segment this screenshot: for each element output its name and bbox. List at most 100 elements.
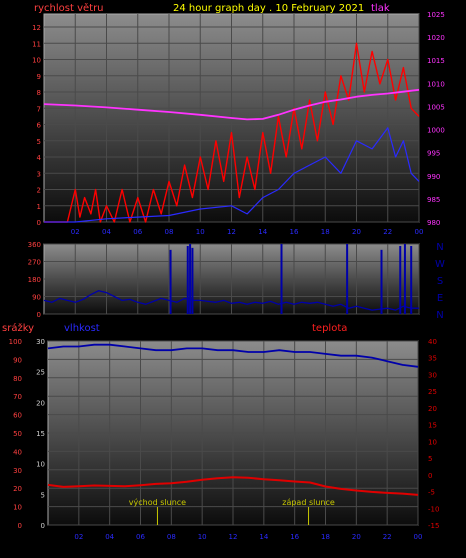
compass-label: S — [437, 276, 443, 287]
wind-tick-label: 8 — [37, 89, 41, 97]
wind-tick-label: 6 — [37, 122, 42, 130]
time-tick-label: 20 — [352, 533, 361, 541]
time-tick-label: 00 — [415, 228, 424, 236]
time-tick-label: 16 — [290, 533, 299, 541]
humidity-label: vlhkost — [64, 323, 100, 334]
precipitation-tick-label: 20 — [13, 485, 22, 493]
precipitation-tick-label: 40 — [13, 448, 22, 456]
direction-tick-label: 180 — [28, 276, 41, 284]
wind-tick-label: 4 — [37, 154, 42, 162]
compass-label: N — [436, 242, 443, 253]
time-axis-ticks-bottom: 02 04 06 08 10 12 14 16 18 20 22 00 — [74, 533, 422, 541]
direction-axis-ticks: 0 90 180 270 360 — [28, 241, 41, 319]
wind-direction-line — [43, 290, 419, 311]
direction-tick-label: 90 — [32, 294, 41, 302]
temperature-tick-label: 40 — [428, 338, 437, 346]
temperature-tick-label: 35 — [428, 355, 437, 363]
pressure-tick-label: 1025 — [427, 11, 445, 19]
wind-direction-series — [43, 244, 419, 314]
wind-tick-label: 3 — [37, 170, 41, 178]
pressure-tick-label: 1020 — [427, 34, 445, 42]
wind-tick-label: 5 — [37, 138, 41, 146]
temperature-tick-label: 20 — [428, 405, 437, 413]
temperature-tick-label: 0 — [428, 472, 432, 480]
precipitation-tick-label: 80 — [13, 375, 22, 383]
humidity-tick-label: 25 — [36, 369, 45, 377]
precipitation-label: srážky — [2, 322, 34, 334]
pressure-tick-label: 995 — [427, 150, 440, 158]
precipitation-tick-label: 90 — [13, 356, 22, 364]
time-tick-label: 20 — [352, 228, 361, 236]
wind-speed-label: rychlost větru — [34, 2, 104, 14]
time-tick-label: 22 — [383, 228, 392, 236]
time-tick-label: 14 — [259, 533, 268, 541]
temperature-tick-label: -5 — [428, 489, 435, 497]
time-tick-label: 12 — [229, 533, 238, 541]
wind-tick-label: 2 — [37, 187, 41, 195]
time-tick-label: 04 — [105, 533, 114, 541]
wind-direction-grid — [44, 243, 420, 315]
time-tick-label: 00 — [414, 533, 423, 541]
pressure-tick-label: 1010 — [427, 80, 445, 88]
precipitation-tick-label: 100 — [9, 338, 22, 346]
temperature-label: teplota — [312, 323, 347, 334]
pressure-tick-label: 1005 — [427, 103, 445, 111]
time-tick-label: 08 — [167, 533, 176, 541]
precipitation-tick-label: 60 — [13, 412, 22, 420]
sun-annotations: východ slunce západ slunce — [129, 498, 335, 525]
wind-tick-label: 0 — [37, 219, 41, 227]
time-axis-ticks-top: 02 04 06 08 10 12 14 16 18 20 22 00 — [71, 228, 424, 236]
wind-gust-line — [44, 127, 420, 223]
sun-event-label: východ slunce — [129, 498, 186, 507]
time-tick-label: 12 — [227, 228, 236, 236]
precipitation-tick-label: 0 — [18, 522, 22, 530]
precipitation-axis-ticks: 0 10 20 30 40 50 60 70 80 90 100 — [9, 338, 22, 530]
wind-tick-label: 7 — [37, 105, 41, 113]
precipitation-tick-label: 10 — [13, 504, 22, 512]
wind-tick-label: 11 — [32, 40, 41, 48]
pressure-tick-label: 980 — [427, 219, 440, 227]
chart-title: 24 hour graph day . 10 February 2021 — [173, 3, 364, 14]
temperature-tick-label: 5 — [428, 455, 432, 463]
wind-tick-label: 12 — [32, 24, 41, 32]
time-tick-label: 02 — [74, 533, 83, 541]
pressure-label: tlak — [371, 3, 390, 14]
compass-label: N — [436, 310, 443, 321]
direction-tick-label: 360 — [28, 241, 41, 249]
direction-tick-label: 0 — [37, 311, 41, 319]
temperature-tick-label: -15 — [428, 522, 439, 530]
compass-label: W — [435, 259, 445, 270]
temperature-tick-label: 15 — [428, 422, 437, 430]
precipitation-tick-label: 50 — [13, 430, 22, 438]
precipitation-tick-label: 70 — [13, 393, 22, 401]
pressure-line — [43, 88, 420, 121]
precipitation-tick-label: 30 — [13, 467, 22, 475]
humidity-tick-label: 15 — [36, 430, 45, 438]
time-tick-label: 18 — [321, 228, 330, 236]
wind-pressure-series — [43, 42, 420, 223]
temperature-tick-label: 25 — [428, 388, 437, 396]
humidity-tick-label: 0 — [41, 522, 45, 530]
temperature-axis-ticks: -15 -10 -5 0 5 10 15 20 25 30 35 40 — [428, 338, 439, 530]
pressure-axis-ticks: 980 985 990 995 1000 1005 1010 1015 1020 1025 — [427, 11, 445, 227]
humidity-tick-label: 20 — [36, 399, 45, 407]
sun-event-label: západ slunce — [282, 498, 335, 507]
time-tick-label: 22 — [383, 533, 392, 541]
time-tick-label: 18 — [321, 533, 330, 541]
time-tick-label: 16 — [290, 228, 299, 236]
time-tick-label: 10 — [196, 228, 205, 236]
wind-tick-label: 10 — [32, 57, 41, 65]
pressure-tick-label: 1015 — [427, 57, 445, 65]
pressure-tick-label: 990 — [427, 173, 440, 181]
humidity-tick-label: 10 — [36, 461, 45, 469]
temperature-tick-label: -10 — [428, 505, 439, 513]
time-tick-label: 08 — [165, 228, 174, 236]
time-tick-label: 06 — [133, 228, 142, 236]
pressure-tick-label: 985 — [427, 196, 440, 204]
compass-label: E — [437, 293, 443, 304]
pressure-tick-label: 1000 — [427, 127, 445, 135]
humidity-tick-label: 30 — [36, 338, 45, 346]
